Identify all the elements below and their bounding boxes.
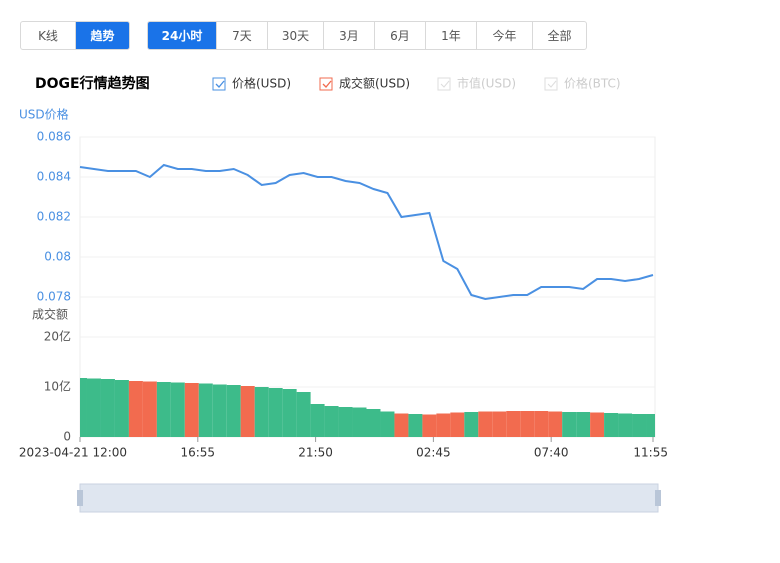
legend-checkbox[interactable]: [319, 77, 333, 91]
legend-label[interactable]: 价格(USD): [232, 76, 291, 91]
x-tick-label: 11:55: [633, 446, 668, 460]
y-tick-label: 0.078: [37, 290, 71, 304]
y-axis-label: USD价格: [19, 107, 69, 122]
y2-axis-label: 成交额: [32, 307, 68, 322]
volume-bar: [114, 380, 129, 437]
range-tab[interactable]: 今年: [477, 22, 533, 49]
volume-bar: [268, 388, 283, 437]
volume-bar: [548, 411, 563, 437]
slider-handle[interactable]: [655, 490, 661, 506]
range-tab[interactable]: 24小时: [148, 22, 217, 49]
legend-label[interactable]: 市值(USD): [457, 76, 516, 91]
volume-bar: [520, 411, 535, 437]
volume-bar: [282, 389, 297, 437]
volume-bar: [436, 413, 451, 437]
y-tick-label: 0.082: [37, 210, 71, 224]
x-tick-label: 07:40: [534, 446, 569, 460]
volume-bar: [366, 409, 381, 437]
y2-tick-label: 10亿: [44, 379, 71, 394]
volume-bar: [352, 407, 367, 437]
volume-bar: [324, 406, 339, 437]
y-tick-label: 0.08: [44, 250, 71, 264]
range-tabs: 24小时 7天 30天 3月 6月 1年 今年 全部: [147, 21, 587, 50]
volume-bar: [128, 381, 143, 437]
zoom-slider[interactable]: [79, 483, 659, 513]
x-tick-label: 2023-04-21 12:00: [19, 446, 127, 460]
volume-bar: [100, 379, 115, 437]
check-mark: [322, 80, 332, 88]
x-tick-label: 16:55: [180, 446, 215, 460]
y-tick-label: 0.086: [37, 130, 71, 144]
range-tab[interactable]: 3月: [324, 22, 375, 49]
check-mark: [215, 80, 225, 88]
view-tab[interactable]: K线: [21, 22, 76, 49]
range-tab[interactable]: 6月: [375, 22, 426, 49]
volume-bar: [590, 412, 605, 437]
view-tabs: K线 趋势: [20, 21, 130, 50]
range-tab[interactable]: 30天: [268, 22, 324, 49]
check-mark: [440, 80, 450, 88]
volume-bar: [226, 385, 241, 437]
volume-bar: [492, 411, 507, 437]
volume-bar: [338, 407, 353, 437]
range-tab[interactable]: 全部: [547, 29, 572, 43]
check-mark: [547, 80, 557, 88]
price-line: [79, 163, 654, 301]
chart-title: DOGE行情趋势图: [35, 75, 150, 92]
volume-bar: [80, 378, 87, 437]
volume-bar: [156, 382, 171, 437]
volume-bar: [632, 414, 647, 437]
legend-label[interactable]: 成交额(USD): [339, 76, 410, 91]
volume-bar: [576, 412, 591, 437]
y-tick-label: 0.084: [37, 170, 71, 184]
volume-bar: [394, 413, 409, 437]
volume-bar: [646, 414, 655, 437]
volume-bar: [450, 412, 465, 437]
volume-bar: [212, 384, 227, 437]
x-tick-label: 02:45: [416, 446, 451, 460]
volume-bar: [254, 387, 269, 437]
volume-bar: [604, 413, 619, 437]
volume-bar: [240, 386, 255, 437]
view-tab[interactable]: 趋势: [76, 22, 129, 49]
volume-bar: [534, 411, 549, 437]
volume-bar: [170, 382, 185, 437]
legend-checkbox[interactable]: [544, 77, 558, 91]
y2-tick-label: 20亿: [44, 329, 71, 344]
y2-tick-label: 0: [63, 430, 71, 444]
range-tab[interactable]: 7天: [217, 22, 268, 49]
volume-bar: [464, 412, 479, 437]
range-tab[interactable]: 1年: [426, 22, 477, 49]
volume-bar: [86, 378, 101, 437]
legend-checkbox[interactable]: [212, 77, 226, 91]
slider-handle[interactable]: [77, 490, 83, 506]
volume-bar: [296, 392, 311, 437]
volume-bar: [198, 383, 213, 437]
legend-checkbox[interactable]: [437, 77, 451, 91]
legend-label[interactable]: 价格(BTC): [564, 76, 621, 91]
volume-bar: [184, 383, 199, 437]
volume-bar: [408, 414, 423, 437]
volume-bar: [422, 414, 437, 437]
volume-bar: [478, 411, 493, 437]
x-tick-label: 21:50: [298, 446, 333, 460]
volume-bar: [618, 413, 633, 437]
volume-bar: [142, 381, 157, 437]
volume-bar: [310, 404, 325, 437]
volume-bar: [506, 411, 521, 437]
volume-bar: [562, 412, 577, 437]
volume-bar: [380, 411, 395, 437]
